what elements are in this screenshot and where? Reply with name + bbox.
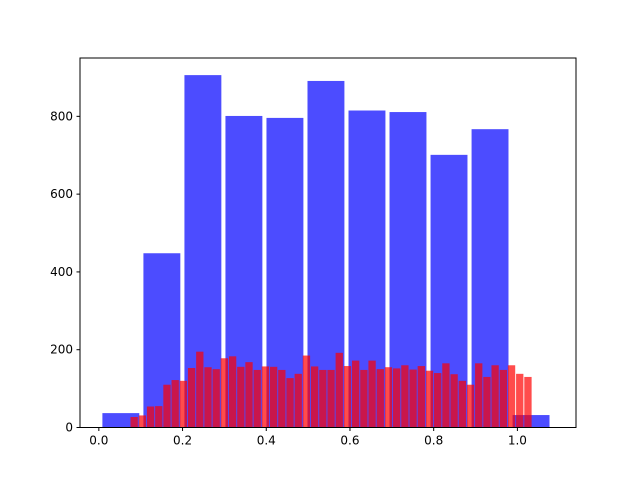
bar-s1-40	[458, 380, 466, 428]
bar-s1-48	[524, 376, 532, 428]
y-tick-label: 400	[50, 265, 73, 279]
y-tick-label: 800	[50, 109, 73, 123]
x-tick-label: 0.0	[89, 434, 108, 448]
bar-s1-35	[417, 366, 425, 428]
bar-s1-9	[204, 367, 212, 428]
bar-s1-31	[384, 367, 393, 428]
bar-s1-44	[491, 365, 499, 428]
bar-s1-47	[516, 373, 524, 428]
bar-s1-1	[138, 415, 147, 428]
x-tick-label: 0.2	[173, 434, 192, 448]
bar-s1-36	[425, 370, 434, 428]
bar-s1-0	[130, 417, 138, 428]
bar-s1-2	[146, 406, 155, 428]
bar-s1-6	[179, 380, 188, 428]
x-axis: 0.0 0.2 0.4 0.6 0.8 1.0	[89, 427, 527, 448]
y-axis: 0 200 400 600 800	[50, 109, 80, 435]
plot-frame	[79, 57, 577, 428]
bar-s1-22	[310, 366, 319, 428]
bar-s1-29	[368, 360, 376, 428]
bar-s1-20	[294, 373, 302, 428]
bar-s1-16	[261, 366, 270, 428]
bar-s1-5	[171, 380, 179, 428]
x-tick-label: 0.4	[257, 434, 276, 448]
x-tick-label: 1.0	[508, 434, 527, 448]
bar-s1-24	[327, 369, 335, 428]
bar-s1-13	[237, 366, 245, 428]
bar-s1-23	[319, 369, 327, 428]
bar-s1-11	[220, 358, 229, 428]
bar-s1-15	[253, 369, 261, 428]
bar-s1-8	[196, 351, 204, 428]
bar-s1-42	[475, 363, 483, 428]
bar-s1-17	[269, 366, 278, 428]
bar-s1-45	[499, 369, 507, 428]
bar-s1-19	[286, 378, 294, 428]
bar-s1-14	[245, 362, 253, 428]
bar-s1-25	[335, 352, 343, 428]
bar-s1-7	[187, 367, 196, 428]
bar-s1-28	[360, 369, 368, 428]
bar-s1-37	[434, 373, 442, 428]
bar-s0-0	[102, 413, 140, 428]
bar-s1-27	[352, 360, 360, 428]
bar-s1-4	[163, 384, 171, 428]
bar-s1-43	[483, 376, 491, 428]
bar-s1-34	[409, 369, 417, 428]
bar-s1-21	[302, 355, 311, 428]
bars-layer	[102, 75, 550, 428]
bar-s1-33	[401, 365, 409, 428]
bar-s1-41	[466, 384, 475, 428]
bar-s1-32	[393, 368, 401, 428]
x-tick-label: 0.6	[340, 434, 359, 448]
bar-s1-26	[343, 366, 352, 428]
x-tick-label: 0.8	[424, 434, 443, 448]
bar-s1-3	[155, 406, 163, 428]
y-tick-label: 600	[50, 187, 73, 201]
bar-s1-12	[228, 356, 237, 428]
bar-s1-38	[442, 363, 450, 428]
series-1	[130, 351, 532, 428]
y-tick-label: 200	[50, 343, 73, 357]
bar-s1-10	[212, 369, 220, 428]
y-tick-label: 0	[65, 421, 73, 435]
bar-s1-39	[450, 374, 458, 428]
bar-s1-18	[278, 369, 286, 428]
bar-s1-46	[507, 365, 516, 428]
bar-s1-30	[376, 369, 384, 428]
